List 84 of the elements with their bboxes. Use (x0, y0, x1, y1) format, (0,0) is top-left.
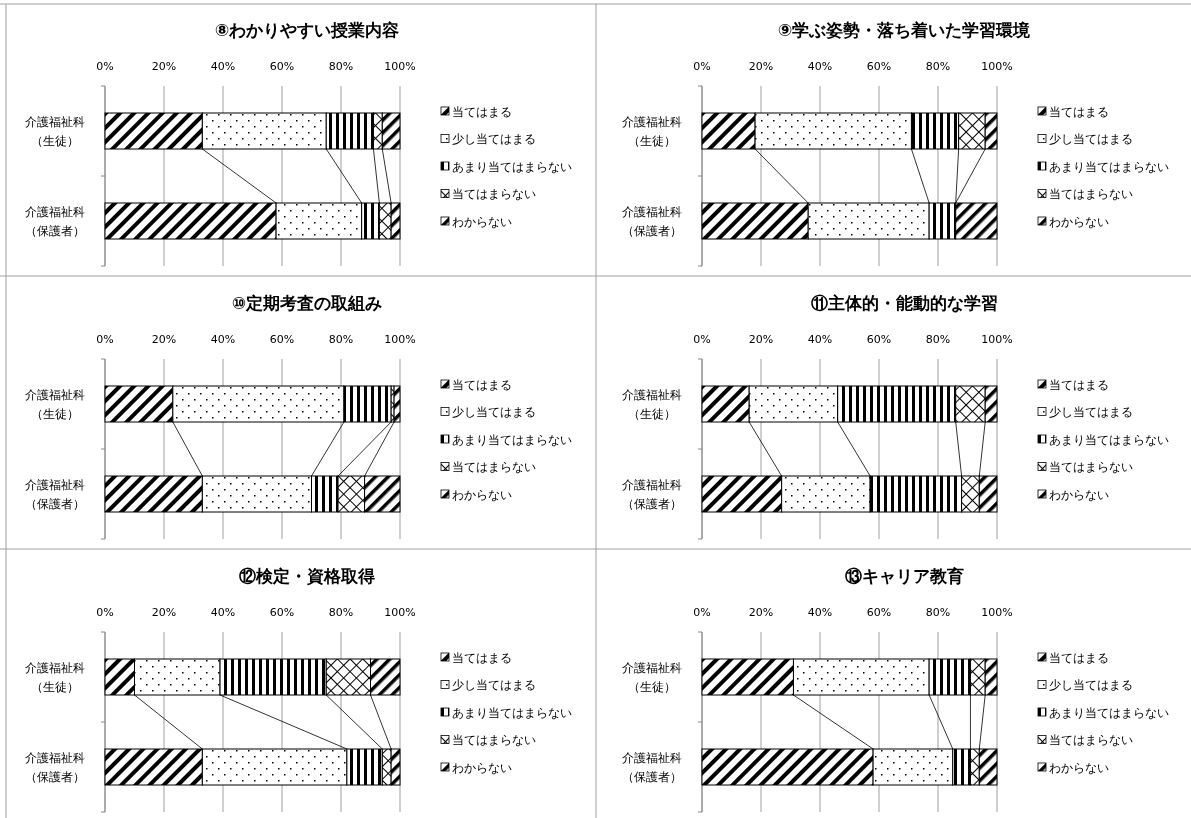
legend-label: 当てはまらない (452, 187, 536, 201)
y-tick-label: 介護福祉科（保護者） (25, 478, 85, 511)
y-tick-label: 介護福祉科（生徒） (622, 115, 682, 148)
x-tick-label: 80% (925, 60, 951, 73)
x-tick-label: 40% (210, 333, 236, 346)
legend-label: わからない (1049, 214, 1109, 229)
y-tick-label: 介護福祉科（保護者） (622, 205, 682, 238)
y-tick-label: 介護福祉科（保護者） (622, 478, 682, 511)
legend-label: 当てはまる (452, 104, 512, 119)
x-tick-label: 20% (748, 606, 774, 619)
legend-label: 当てはまる (452, 377, 512, 392)
chart-title: ⑨学ぶ姿勢・落ち着いた学習環境 (777, 20, 1031, 40)
legend-label: 少し当てはまる (452, 405, 536, 419)
legend-label: 当てはまらない (1049, 187, 1133, 201)
legend-label: 少し当てはまる (1049, 405, 1133, 419)
chart-title: ⑫検定・資格取得 (239, 566, 375, 586)
x-tick-label: 20% (748, 333, 774, 346)
x-tick-label: 100% (384, 333, 416, 346)
chart-title: ⑬キャリア教育 (844, 566, 964, 586)
y-tick-label: 介護福祉科（生徒） (25, 115, 85, 148)
legend-label: あまり当てはまらない (1049, 705, 1169, 720)
x-tick-label: 20% (151, 60, 177, 73)
y-tick-label: 介護福祉科（保護者） (25, 751, 85, 784)
y-tick-label: 介護福祉科（保護者） (25, 205, 85, 238)
x-tick-label: 20% (748, 60, 774, 73)
x-tick-label: 40% (807, 333, 833, 346)
legend-label: あまり当てはまらない (452, 159, 572, 174)
x-tick-label: 40% (210, 60, 236, 73)
x-tick-label: 0% (96, 333, 114, 346)
x-tick-label: 0% (693, 606, 711, 619)
y-tick-label: 介護福祉科（生徒） (25, 388, 85, 421)
legend-label: 当てはまらない (452, 460, 536, 474)
legend-label: あまり当てはまらない (1049, 159, 1169, 174)
x-tick-label: 0% (693, 60, 711, 73)
x-tick-label: 60% (866, 333, 892, 346)
legend-label: わからない (452, 760, 512, 775)
x-tick-label: 60% (866, 606, 892, 619)
legend-label: あまり当てはまらない (452, 432, 572, 447)
chart-title: ⑪主体的・能動的な学習 (810, 293, 998, 313)
x-tick-label: 0% (693, 333, 711, 346)
legend-label: 少し当てはまる (1049, 132, 1133, 146)
legend-label: 当てはまらない (452, 733, 536, 747)
legend-label: わからない (452, 487, 512, 502)
legend-label: 少し当てはまる (1049, 678, 1133, 692)
x-tick-label: 0% (96, 606, 114, 619)
x-tick-label: 40% (807, 60, 833, 73)
legend-label: あまり当てはまらない (1049, 432, 1169, 447)
x-tick-label: 20% (151, 606, 177, 619)
chart-title: ⑧わかりやすい授業内容 (214, 20, 400, 40)
x-tick-label: 80% (328, 60, 354, 73)
x-tick-label: 80% (328, 606, 354, 619)
x-tick-label: 100% (384, 60, 416, 73)
x-tick-label: 100% (384, 606, 416, 619)
x-tick-label: 60% (866, 60, 892, 73)
chart-title: ⑩定期考査の取組み (231, 293, 383, 313)
y-tick-label: 介護福祉科（生徒） (25, 661, 85, 694)
x-tick-label: 40% (210, 606, 236, 619)
legend-label: わからない (1049, 760, 1109, 775)
y-tick-label: 介護福祉科（生徒） (622, 661, 682, 694)
legend-label: 当てはまる (1049, 650, 1109, 665)
legend-label: 当てはまらない (1049, 460, 1133, 474)
legend-label: 当てはまる (1049, 377, 1109, 392)
legend-label: 当てはまらない (1049, 733, 1133, 747)
y-tick-label: 介護福祉科（保護者） (622, 751, 682, 784)
legend-label: わからない (452, 214, 512, 229)
legend-label: 当てはまる (1049, 104, 1109, 119)
x-tick-label: 100% (981, 333, 1013, 346)
x-tick-label: 80% (328, 333, 354, 346)
x-tick-label: 80% (925, 606, 951, 619)
x-tick-label: 100% (981, 60, 1013, 73)
legend-label: あまり当てはまらない (452, 705, 572, 720)
x-tick-label: 20% (151, 333, 177, 346)
y-tick-label: 介護福祉科（生徒） (622, 388, 682, 421)
x-tick-label: 60% (269, 333, 295, 346)
legend-label: 少し当てはまる (452, 132, 536, 146)
legend-label: わからない (1049, 487, 1109, 502)
legend-label: 当てはまる (452, 650, 512, 665)
x-tick-label: 0% (96, 60, 114, 73)
x-tick-label: 80% (925, 333, 951, 346)
x-tick-label: 60% (269, 60, 295, 73)
legend-label: 少し当てはまる (452, 678, 536, 692)
x-tick-label: 40% (807, 606, 833, 619)
x-tick-label: 60% (269, 606, 295, 619)
x-tick-label: 100% (981, 606, 1013, 619)
